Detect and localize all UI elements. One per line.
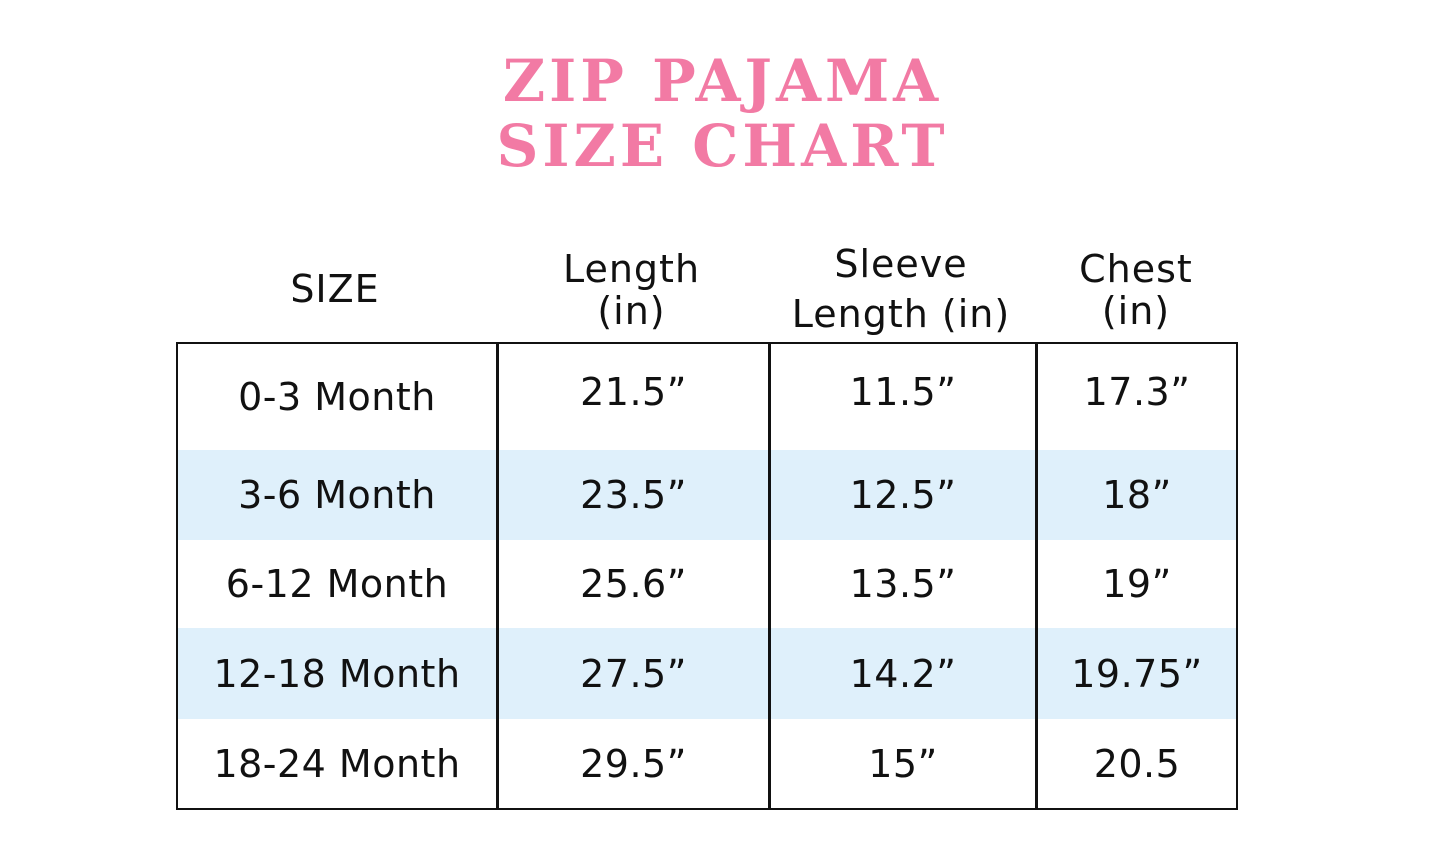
header-sleeve-length: Sleeve Length (in) bbox=[769, 243, 1033, 335]
header-sleeve-line-2: Length (in) bbox=[791, 292, 1011, 336]
length-cell: 25.6” bbox=[580, 562, 687, 606]
header-length-line-2: (in) bbox=[597, 289, 666, 333]
length-cell: 23.5” bbox=[580, 473, 687, 517]
column-divider bbox=[496, 344, 499, 808]
size-cell: 18-24 Month bbox=[213, 741, 461, 786]
header-size: SIZE bbox=[176, 268, 494, 310]
chart-title-line-2: SIZE CHART bbox=[496, 112, 949, 180]
size-cell: 3-6 Month bbox=[238, 473, 436, 517]
column-divider bbox=[1035, 344, 1038, 808]
chest-cell: 19.75” bbox=[1071, 651, 1203, 696]
chart-title-line-1: ZIP PAJAMA bbox=[502, 47, 943, 115]
sleeve-cell: 13.5” bbox=[849, 562, 957, 606]
column-divider bbox=[768, 344, 771, 808]
sleeve-cell: 11.5” bbox=[849, 370, 957, 414]
chest-cell: 17.3” bbox=[1083, 370, 1191, 414]
chest-cell: 20.5 bbox=[1093, 741, 1181, 786]
table-row: 0-3 Month 21.5” 11.5” 17.3” bbox=[178, 344, 1236, 450]
chest-cell: 19” bbox=[1102, 562, 1172, 606]
length-cell: 29.5” bbox=[580, 741, 687, 786]
table-row: 3-6 Month 23.5” 12.5” 18” bbox=[178, 450, 1236, 540]
size-cell: 6-12 Month bbox=[225, 562, 449, 606]
header-chest-line-2: (in) bbox=[1101, 289, 1171, 333]
header-chest-line-1: Chest bbox=[1079, 247, 1193, 291]
chest-cell: 18” bbox=[1102, 473, 1172, 517]
sleeve-cell: 15” bbox=[868, 741, 938, 786]
table-row: 12-18 Month 27.5” 14.2” 19.75” bbox=[178, 628, 1236, 719]
table-row: 18-24 Month 29.5” 15” 20.5 bbox=[178, 719, 1236, 808]
table-row: 6-12 Month 25.6” 13.5” 19” bbox=[178, 540, 1236, 628]
header-chest: Chest (in) bbox=[1036, 248, 1236, 332]
length-cell: 21.5” bbox=[580, 370, 687, 414]
header-length-line-1: Length bbox=[562, 247, 701, 291]
size-cell: 12-18 Month bbox=[213, 651, 461, 696]
length-cell: 27.5” bbox=[580, 651, 687, 696]
header-length: Length (in) bbox=[497, 248, 766, 332]
size-cell: 0-3 Month bbox=[238, 375, 436, 419]
sleeve-cell: 14.2” bbox=[849, 651, 957, 696]
header-sleeve-line-1: Sleeve bbox=[834, 242, 968, 286]
header-size-label: SIZE bbox=[290, 267, 380, 311]
size-table: 0-3 Month 21.5” 11.5” 17.3” 3-6 Month 23… bbox=[176, 342, 1238, 810]
sleeve-cell: 12.5” bbox=[849, 473, 957, 517]
